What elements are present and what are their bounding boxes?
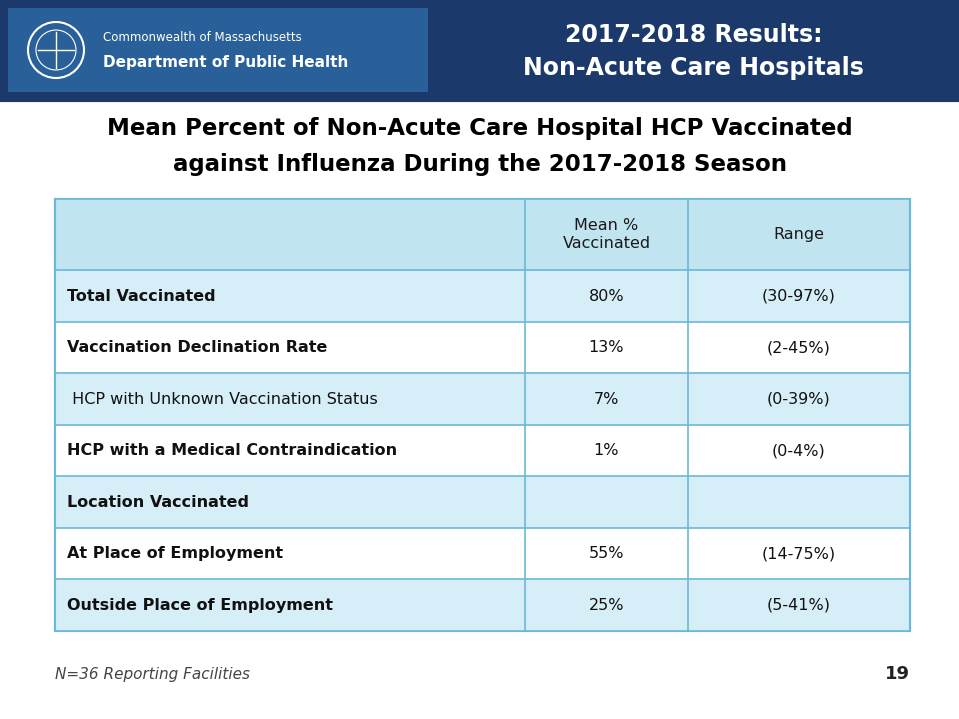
Text: 1%: 1% — [594, 443, 620, 458]
Text: Department of Public Health: Department of Public Health — [103, 55, 348, 70]
Text: HCP with Unknown Vaccination Status: HCP with Unknown Vaccination Status — [67, 392, 378, 407]
Bar — [55, 477, 910, 528]
Text: 2017-2018 Results:: 2017-2018 Results: — [565, 23, 822, 47]
Text: Range: Range — [773, 227, 825, 242]
Text: (2-45%): (2-45%) — [767, 340, 830, 355]
Bar — [55, 199, 910, 631]
Text: Mean %
Vaccinated: Mean % Vaccinated — [562, 218, 650, 252]
Text: 80%: 80% — [589, 288, 624, 303]
Text: Total Vaccinated: Total Vaccinated — [67, 288, 216, 303]
Text: (0-39%): (0-39%) — [767, 392, 830, 407]
Text: (5-41%): (5-41%) — [767, 597, 830, 613]
Text: 7%: 7% — [594, 392, 620, 407]
Text: Vaccination Declination Rate: Vaccination Declination Rate — [67, 340, 327, 355]
Text: 13%: 13% — [589, 340, 624, 355]
Bar — [55, 580, 910, 631]
Text: N=36 Reporting Facilities: N=36 Reporting Facilities — [55, 667, 250, 682]
Bar — [55, 528, 910, 580]
Text: Location Vaccinated: Location Vaccinated — [67, 495, 249, 510]
Bar — [8, 8, 428, 92]
Bar — [55, 373, 910, 425]
Text: Outside Place of Employment: Outside Place of Employment — [67, 597, 333, 613]
Text: (14-75%): (14-75%) — [761, 546, 836, 562]
Bar — [55, 425, 910, 477]
Bar — [0, 0, 959, 100]
Bar — [55, 270, 910, 322]
Text: (0-4%): (0-4%) — [772, 443, 826, 458]
Text: 55%: 55% — [589, 546, 624, 562]
Text: 25%: 25% — [589, 597, 624, 613]
Text: against Influenza During the 2017-2018 Season: against Influenza During the 2017-2018 S… — [173, 152, 787, 175]
Text: HCP with a Medical Contraindication: HCP with a Medical Contraindication — [67, 443, 397, 458]
Text: (30-97%): (30-97%) — [761, 288, 836, 303]
Text: Commonwealth of Massachusetts: Commonwealth of Massachusetts — [103, 31, 302, 44]
Text: At Place of Employment: At Place of Employment — [67, 546, 283, 562]
Bar — [55, 322, 910, 373]
Text: Mean Percent of Non-Acute Care Hospital HCP Vaccinated: Mean Percent of Non-Acute Care Hospital … — [107, 117, 853, 140]
Bar — [55, 199, 910, 270]
Text: Non-Acute Care Hospitals: Non-Acute Care Hospitals — [523, 56, 864, 80]
Text: 19: 19 — [885, 665, 910, 683]
